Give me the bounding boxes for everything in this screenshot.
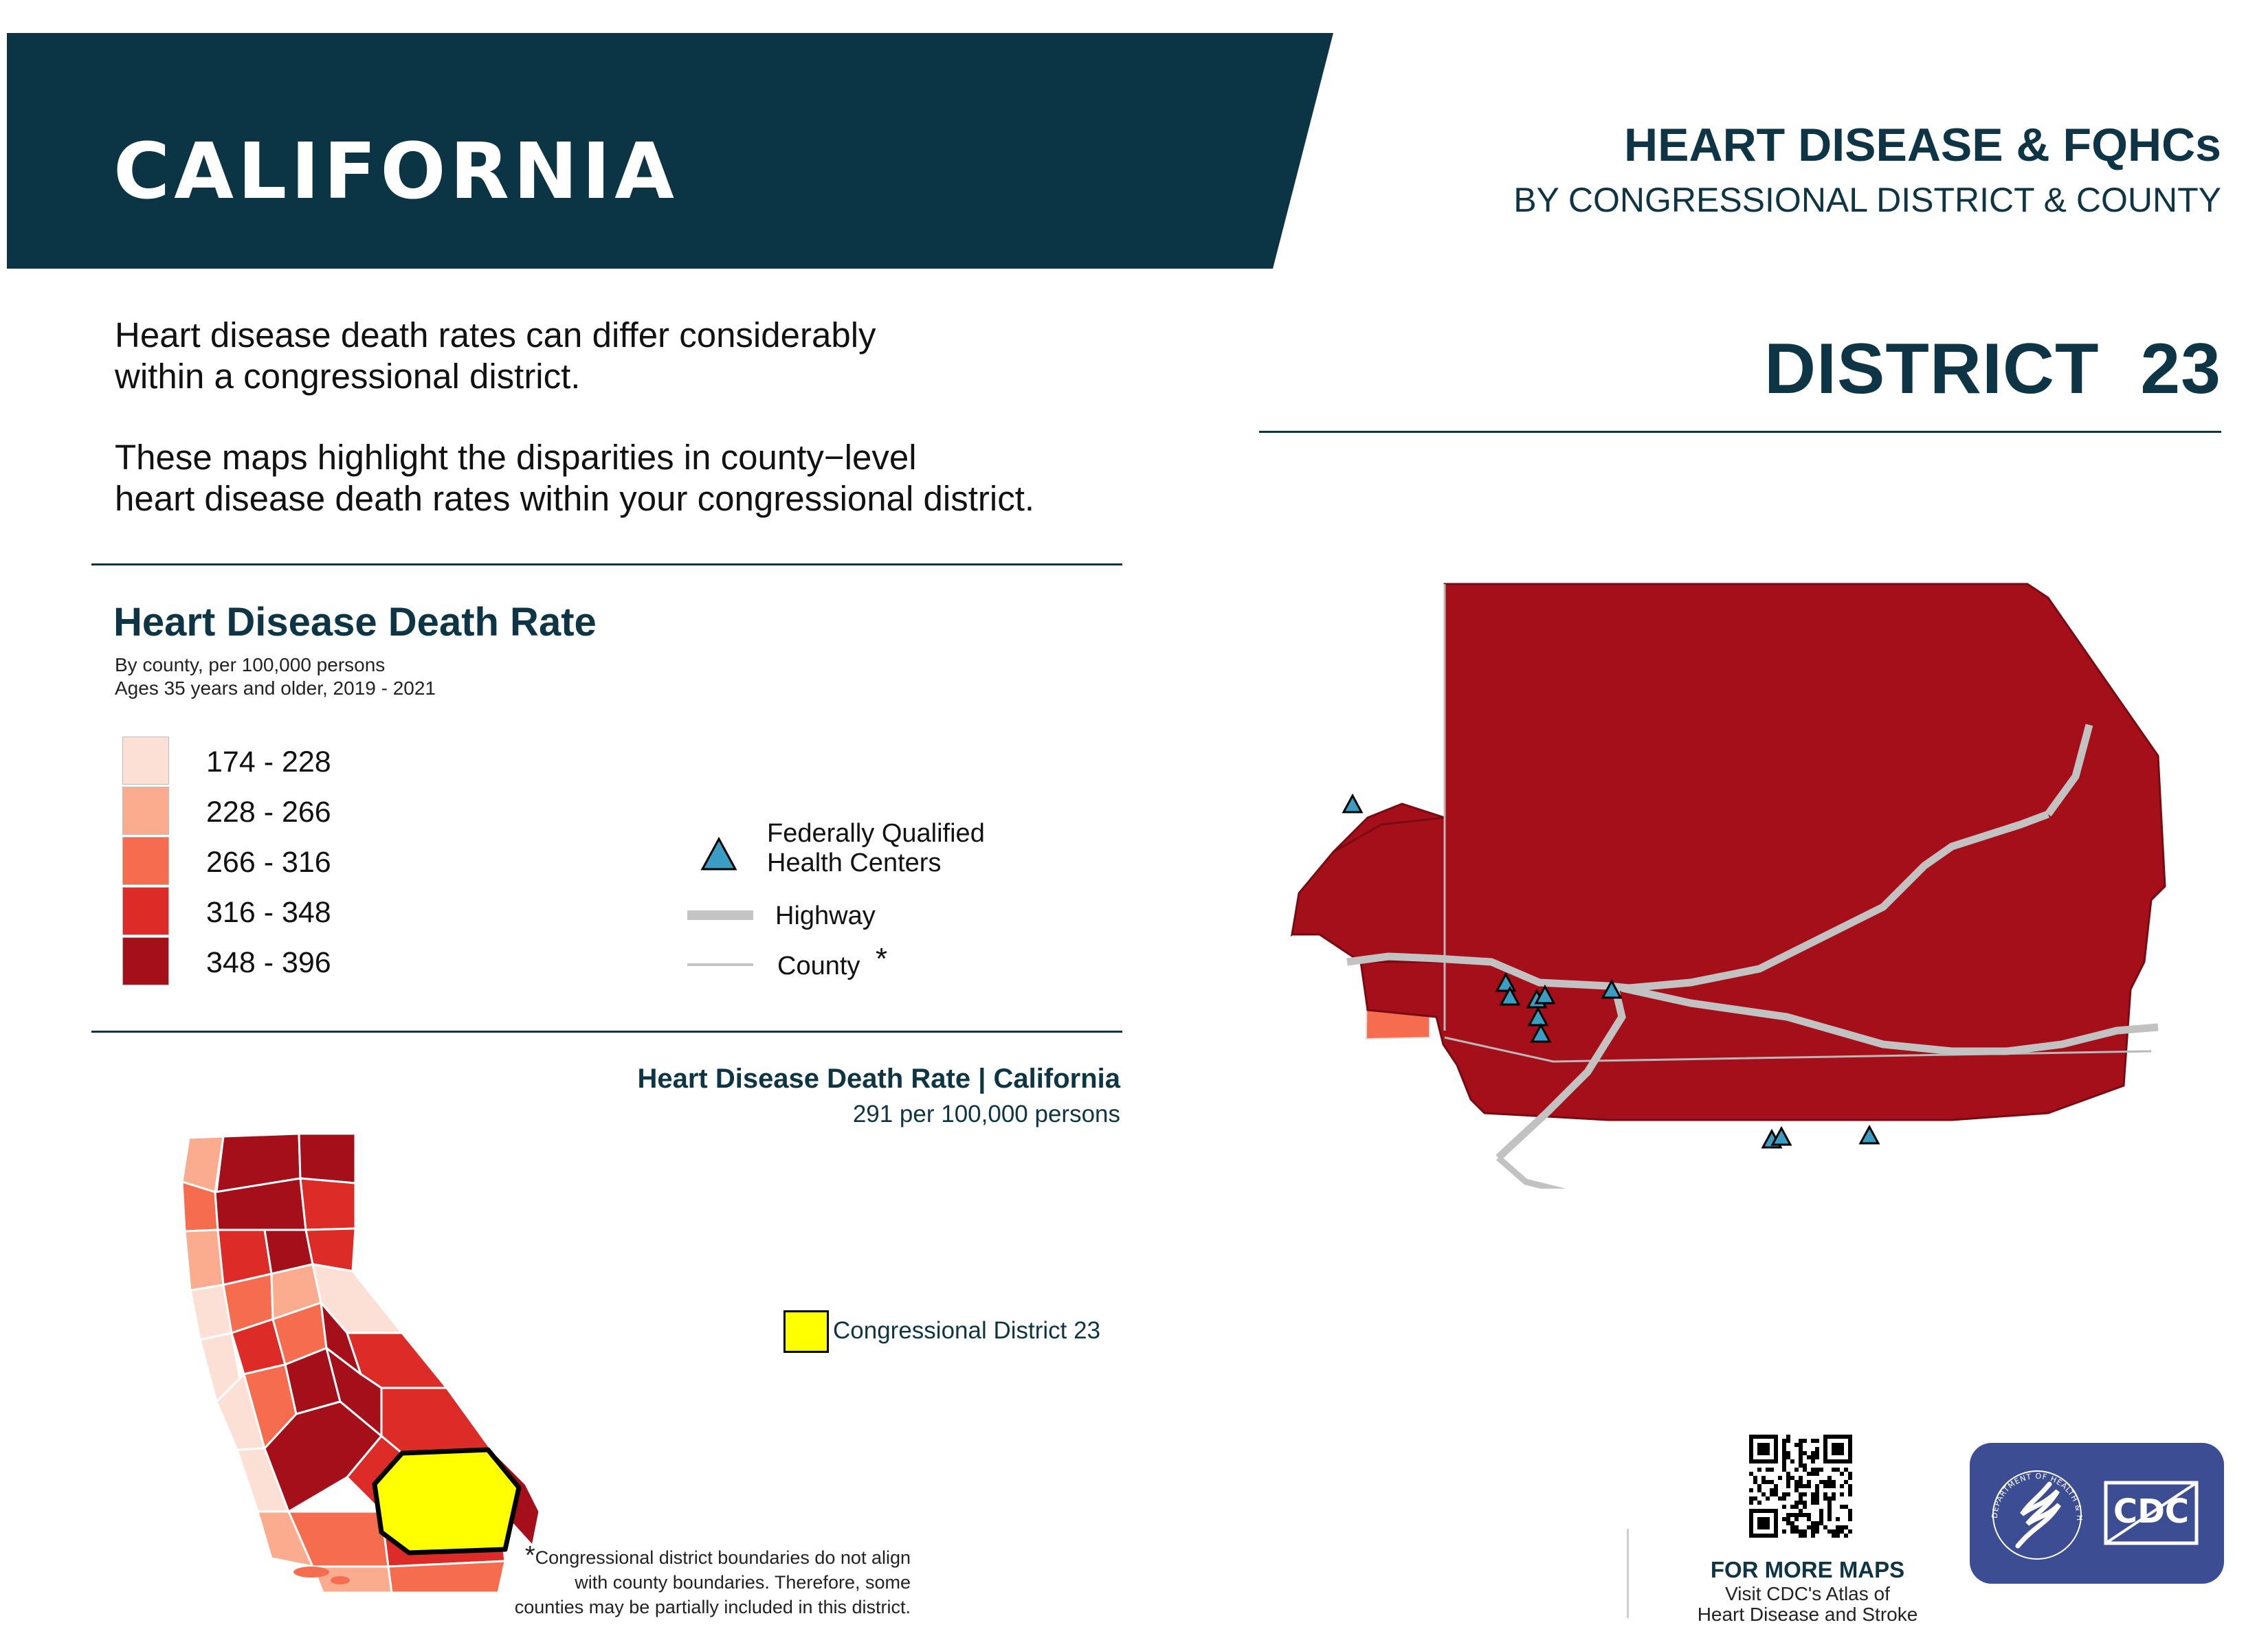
district-number: 23 — [2140, 329, 2221, 409]
district-legend-swatch — [783, 1310, 829, 1353]
more-maps-line: Visit CDC's Atlas of — [1725, 1583, 1890, 1604]
header-banner — [7, 33, 1333, 269]
footnote-line: with county boundaries. Therefore, some — [575, 1572, 911, 1593]
divider-left-top — [91, 563, 1122, 565]
divider-right — [1259, 431, 2221, 433]
page-title: HEART DISEASE & FQHCs — [1624, 119, 2221, 171]
cdc-logo-text: CDC — [2113, 1492, 2189, 1531]
fqhc-marker — [1534, 984, 1556, 1005]
fqhc-marker — [1770, 1125, 1792, 1146]
district-heading: DISTRICT 23 — [1764, 328, 2221, 410]
fqhc-marker — [1499, 985, 1521, 1006]
legend-swatch-2 — [122, 787, 169, 835]
county-legend-line — [687, 963, 753, 966]
county-asterisk: * — [876, 942, 888, 976]
legend-range-1: 174 - 228 — [206, 745, 331, 778]
highway-legend-label: Highway — [775, 901, 876, 930]
legend-range-5: 348 - 396 — [206, 946, 331, 979]
intro-line: Heart disease death rates can differ con… — [115, 315, 876, 355]
fqhc-marker — [1342, 793, 1364, 814]
fqhc-label-line: Health Centers — [767, 849, 942, 877]
highway-line — [1496, 1155, 1566, 1189]
triangle-icon — [700, 836, 737, 871]
footnote: *Congressional district boundaries do no… — [471, 1543, 911, 1619]
district-label: DISTRICT — [1764, 329, 2100, 409]
legend-range-4: 316 - 348 — [206, 896, 331, 929]
legend-title: Heart Disease Death Rate — [113, 600, 597, 644]
fqhc-marker — [1530, 1022, 1552, 1043]
qr-code-icon[interactable] — [1749, 1435, 1852, 1538]
legend-swatch-3 — [122, 837, 169, 885]
legend-swatch-1 — [122, 737, 169, 785]
hhs-cdc-logo[interactable]: DEPARTMENT OF HEALTH & HUMAN SERVICES · … — [1966, 1436, 2224, 1584]
page-subtitle: BY CONGRESSIONAL DISTRICT & COUNTY — [1513, 181, 2221, 219]
more-maps-line: Heart Disease and Stroke — [1697, 1604, 1918, 1625]
california-state-map — [181, 1132, 541, 1594]
legend-note-units: By county, per 100,000 persons — [115, 654, 386, 675]
county-legend-label: County — [777, 952, 860, 980]
county-fresno-part — [1291, 816, 1446, 963]
footnote-line: *Congressional district boundaries do no… — [524, 1541, 911, 1570]
highway-legend-line — [687, 910, 753, 920]
intro-paragraph-2: These maps highlight the disparities in … — [115, 437, 1034, 519]
highway-line — [1346, 810, 2049, 992]
intro-line: These maps highlight the disparities in … — [115, 438, 917, 477]
highway-line — [1496, 987, 1626, 1161]
fqhc-marker — [1858, 1124, 1880, 1145]
fqhc-label-line: Federally Qualified — [767, 819, 985, 848]
footnote-line: counties may be partially included in th… — [514, 1597, 911, 1617]
highway-line — [2045, 723, 2093, 817]
legend-note-ages: Ages 35 years and older, 2019 - 2021 — [115, 677, 436, 699]
legend-range-2: 228 - 266 — [206, 796, 331, 829]
fqhc-marker — [1601, 978, 1623, 999]
intro-paragraph-1: Heart disease death rates can differ con… — [115, 315, 876, 397]
fqhc-marker — [1527, 1006, 1549, 1027]
district-legend-label: Congressional District 23 — [833, 1317, 1101, 1344]
district-detail-map — [1290, 583, 2166, 1189]
intro-line: heart disease death rates within your co… — [115, 479, 1035, 518]
california-rate-value: 291 per 100,000 persons — [852, 1101, 1120, 1128]
california-rate-title: Heart Disease Death Rate | California — [637, 1064, 1120, 1094]
footnote-asterisk: * — [524, 1541, 535, 1570]
hhs-seal-icon: DEPARTMENT OF HEALTH & HUMAN SERVICES · … — [1966, 1436, 2199, 1560]
legend-swatch-4 — [122, 887, 169, 935]
legend-swatch-5 — [122, 937, 169, 985]
footer-divider — [1627, 1529, 1629, 1618]
state-name: CALIFORNIA — [113, 127, 678, 216]
highway-line — [1621, 984, 2159, 1055]
divider-left-bottom — [91, 1031, 1122, 1033]
more-maps-title[interactable]: FOR MORE MAPS — [1710, 1557, 1905, 1582]
intro-line: within a congressional district. — [115, 357, 581, 396]
legend-range-3: 266 - 316 — [206, 846, 331, 879]
fqhc-legend-label: Federally Qualified Health Centers — [767, 819, 985, 878]
